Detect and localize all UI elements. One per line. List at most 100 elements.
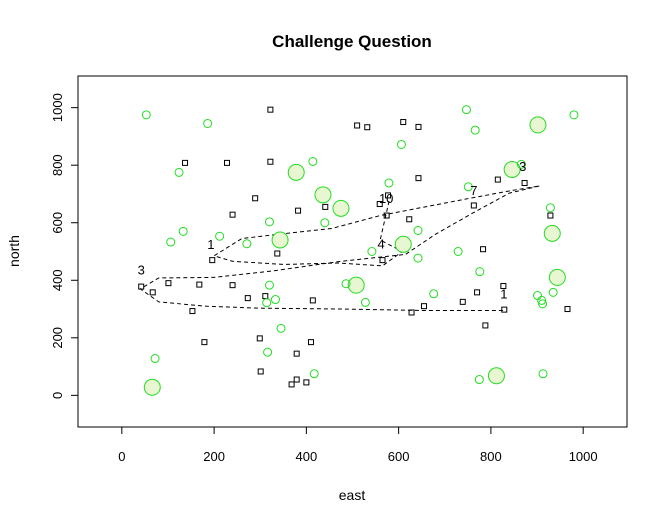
square-point	[379, 257, 386, 264]
square-point	[307, 339, 314, 346]
square-point	[400, 119, 407, 126]
square-point	[309, 297, 316, 304]
circle-point	[347, 276, 365, 294]
contour-line	[139, 185, 541, 311]
y-tick-label: 400	[50, 269, 65, 291]
circle-point	[141, 110, 151, 120]
circle-point	[548, 268, 566, 286]
circle-point	[396, 139, 406, 149]
circle-point	[543, 224, 561, 242]
square-point	[406, 216, 413, 223]
circle-point	[394, 235, 412, 253]
circle-point	[529, 116, 547, 134]
square-point	[256, 335, 263, 342]
contour-labels: 3 1 4 10 7 3 1	[138, 159, 527, 302]
square-point	[303, 379, 310, 386]
x-axis: 0 200 400 600 800 1000	[118, 426, 598, 464]
square-point	[376, 201, 383, 208]
square-point	[257, 368, 264, 375]
square-markers	[138, 106, 571, 388]
circle-point	[503, 161, 521, 179]
circle-point	[332, 199, 350, 217]
square-point	[501, 306, 508, 313]
contour-label: 1	[500, 287, 507, 302]
circle-point	[308, 156, 318, 166]
circle-point	[178, 226, 188, 236]
circle-point	[474, 375, 484, 385]
square-point	[165, 280, 172, 287]
circle-point	[150, 354, 160, 364]
square-point	[421, 303, 428, 310]
square-point	[383, 212, 390, 219]
circle-point	[429, 289, 439, 299]
square-point	[385, 192, 392, 199]
circle-point	[215, 231, 225, 241]
x-axis-label: east	[339, 487, 366, 503]
circle-point	[320, 218, 330, 228]
contour-label: 10	[379, 191, 393, 206]
y-tick-label: 200	[50, 327, 65, 349]
circle-point	[569, 110, 579, 120]
contour-label: 3	[138, 263, 145, 278]
x-tick-label: 400	[296, 449, 318, 464]
square-point	[274, 250, 281, 257]
square-point	[408, 309, 415, 316]
y-axis: 0 200 400 600 800 1000	[50, 93, 79, 399]
circle-point	[453, 247, 463, 256]
square-point	[293, 376, 300, 383]
x-tick-label: 800	[480, 449, 502, 464]
square-point	[415, 175, 422, 182]
square-point	[480, 246, 487, 253]
y-tick-label: 600	[50, 212, 65, 234]
circle-point	[367, 247, 377, 256]
circle-point	[487, 367, 505, 385]
square-point	[267, 158, 274, 165]
square-point	[262, 293, 269, 300]
contour-layer	[139, 185, 541, 311]
square-point	[322, 203, 329, 210]
contour-label: 7	[470, 183, 477, 198]
square-point	[201, 339, 208, 346]
circle-point	[143, 378, 161, 396]
square-point	[252, 195, 259, 202]
x-tick-label: 200	[203, 449, 225, 464]
contour-label: 4	[377, 237, 384, 252]
contour-label: 1	[207, 237, 214, 252]
circle-point	[516, 159, 526, 169]
circle-point	[470, 125, 480, 135]
chart-title: Challenge Question	[272, 32, 432, 51]
circle-point	[545, 203, 555, 213]
circle-point	[360, 297, 370, 307]
circle-point	[276, 323, 286, 333]
y-axis-label: north	[6, 235, 22, 267]
circle-markers	[141, 105, 579, 396]
circle-point	[413, 225, 423, 235]
circle-point	[548, 287, 558, 297]
y-tick-label: 800	[50, 154, 65, 176]
circle-point	[532, 291, 542, 301]
circle-point	[463, 182, 473, 192]
square-point	[209, 257, 216, 264]
circle-point	[262, 298, 272, 308]
circle-point	[538, 369, 548, 379]
contour-label: 3	[519, 159, 526, 174]
square-point	[364, 124, 371, 131]
square-point	[500, 283, 507, 290]
square-point	[196, 281, 203, 288]
circle-point	[384, 178, 394, 188]
circle-point	[264, 280, 274, 290]
square-point	[149, 289, 156, 296]
y-tick-label: 1000	[50, 93, 65, 122]
square-point	[482, 322, 489, 329]
square-point	[547, 212, 554, 219]
square-point	[224, 159, 231, 166]
x-tick-label: 1000	[569, 449, 598, 464]
circle-point	[413, 253, 423, 263]
square-point	[470, 202, 477, 209]
square-point	[494, 176, 501, 183]
x-tick-label: 0	[118, 449, 125, 464]
circle-point	[537, 295, 547, 305]
square-point	[189, 308, 196, 315]
circle-point	[203, 118, 213, 128]
